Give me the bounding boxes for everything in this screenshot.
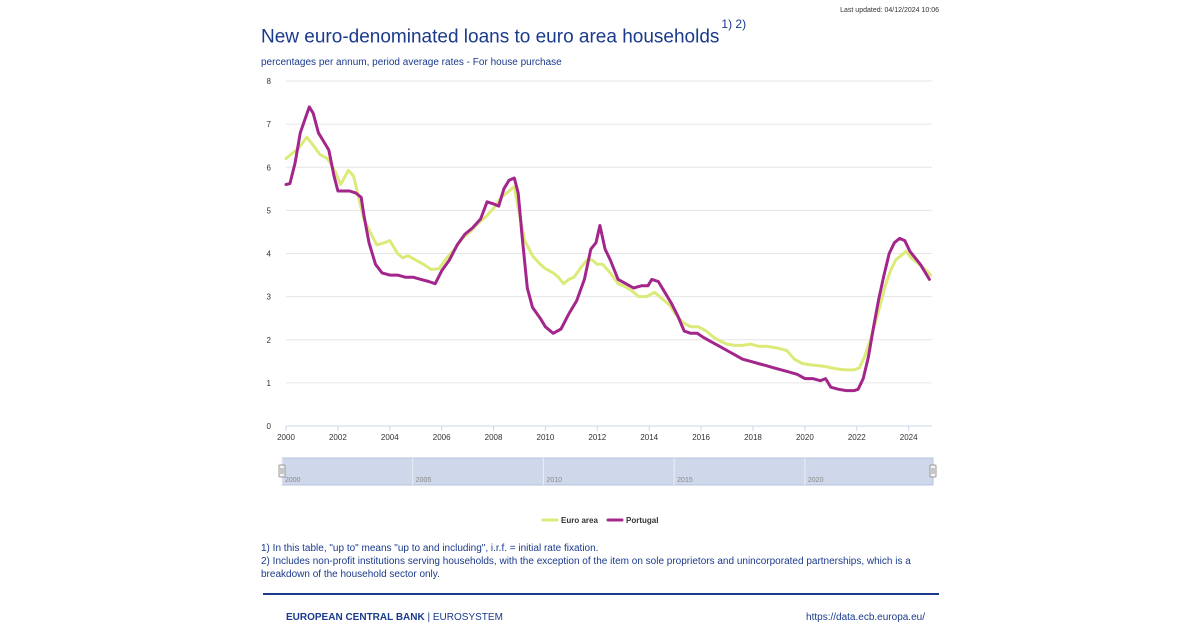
x-tick-label: 2022 (848, 433, 866, 442)
navigator-tick-label: 2015 (677, 477, 693, 484)
x-tick-label: 2008 (485, 433, 503, 442)
series-line-portugal (284, 105, 931, 393)
navigator-handle-right[interactable] (929, 464, 937, 478)
x-tick-label: 2004 (381, 433, 399, 442)
range-navigator[interactable]: 2000 2005 2010 2015 2020 (278, 457, 937, 486)
y-tick-label: 1 (267, 379, 272, 388)
series-lines (284, 105, 933, 393)
footer-ecb: EUROPEAN CENTRAL BANK (286, 612, 425, 623)
x-axis: 2000 2002 2004 2006 2008 2010 2012 2014 2016 2018… (277, 425, 932, 442)
x-tick-label: 2010 (537, 433, 555, 442)
y-tick-label: 5 (267, 206, 272, 215)
footer-separator: | (427, 612, 431, 623)
navigator-selected-range (281, 457, 934, 486)
navigator-tick-label: 2005 (416, 477, 432, 484)
navigator-tick-label: 2000 (285, 477, 301, 484)
y-tick-label: 6 (267, 163, 272, 172)
legend-label-euro-area[interactable]: Euro area (561, 516, 598, 525)
footer-org: EUROPEAN CENTRAL BANK | EUROSYSTEM (286, 612, 503, 623)
y-tick-label: 7 (267, 120, 272, 129)
x-tick-label: 2016 (692, 433, 710, 442)
footer-eurosystem: EUROSYSTEM (432, 612, 503, 623)
chart-title-text: New euro-denominated loans to euro area … (261, 26, 720, 48)
footnote-2: 2) Includes non-profit institutions serv… (261, 556, 911, 580)
footnote-1: 1) In this table, "up to" means "up to a… (261, 543, 599, 554)
legend: Euro area Portugal (541, 516, 658, 525)
y-tick-label: 4 (267, 250, 272, 259)
footer-url[interactable]: https://data.ecb.europa.eu/ (806, 612, 925, 623)
navigator-handle-left[interactable] (278, 464, 286, 478)
footnotes: 1) In this table, "up to" means "up to a… (261, 542, 941, 581)
title-footnote-refs: 1) 2) (721, 17, 747, 31)
legend-label-portugal[interactable]: Portugal (626, 516, 658, 525)
y-tick-label: 3 (267, 293, 272, 302)
x-tick-label: 2012 (588, 433, 606, 442)
chart-subtitle: percentages per annum, period average ra… (261, 57, 562, 68)
x-tick-label: 2002 (329, 433, 347, 442)
series-line-euro-area (284, 135, 933, 372)
x-tick-label: 2020 (796, 433, 814, 442)
navigator-tick-label: 2010 (546, 477, 562, 484)
y-tick-label: 0 (267, 422, 272, 431)
last-updated: Last updated: 04/12/2024 10:06 (840, 7, 939, 14)
x-tick-label: 2024 (900, 433, 918, 442)
gridlines (286, 80, 932, 427)
x-tick-label: 2018 (744, 433, 762, 442)
y-tick-label: 2 (267, 336, 272, 345)
y-tick-label: 8 (267, 77, 272, 86)
x-tick-label: 2006 (433, 433, 451, 442)
footer-divider (263, 593, 939, 595)
navigator-tick-label: 2020 (808, 477, 824, 484)
chart-title: New euro-denominated loans to euro area … (261, 17, 746, 48)
y-axis: 0 1 2 3 4 5 6 7 8 (267, 77, 272, 431)
x-tick-label: 2000 (277, 433, 295, 442)
x-tick-label: 2014 (640, 433, 658, 442)
